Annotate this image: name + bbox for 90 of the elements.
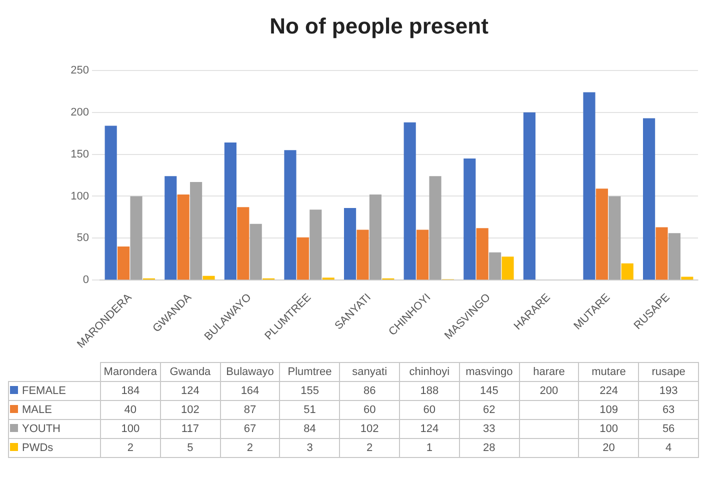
bar: [356, 230, 369, 280]
data-label: 3: [280, 438, 340, 458]
bar: [429, 176, 442, 280]
text: sanyati: [340, 362, 400, 382]
bar: [416, 230, 429, 280]
legend-label: MALE: [8, 400, 100, 420]
text: Gwanda: [160, 362, 220, 382]
legend-label: FEMALE: [8, 382, 100, 400]
bar: [190, 182, 202, 280]
data-label: 67: [220, 420, 280, 438]
bar: [583, 92, 596, 280]
data-label: 2: [220, 438, 280, 458]
text: chinhoyi: [399, 362, 460, 382]
y-tick-label: 0: [82, 274, 89, 286]
bar: [668, 233, 680, 280]
bar: [284, 150, 296, 280]
bar: [643, 118, 656, 280]
data-label: 28: [459, 438, 520, 458]
bar: [476, 228, 488, 280]
data-label: 62: [459, 400, 520, 420]
bar: [310, 210, 322, 280]
data-label: 33: [459, 420, 520, 438]
bar: [621, 263, 634, 280]
chart-title: No of people present: [270, 13, 490, 38]
bar: [404, 122, 416, 280]
data-label: 109: [578, 400, 639, 420]
bar: [608, 196, 621, 280]
data-label: 2: [100, 438, 160, 458]
text: rusape: [638, 362, 698, 382]
y-tick-label: 50: [76, 232, 89, 244]
data-label: 60: [399, 400, 460, 420]
bar: [118, 246, 130, 280]
text: Marondera: [100, 362, 160, 382]
data-label: 51: [280, 400, 340, 420]
legend-label: YOUTH: [8, 420, 100, 438]
legend-label: PWDs: [8, 438, 100, 458]
data-label: 117: [160, 420, 220, 438]
data-label: 145: [459, 382, 520, 400]
text: mutare: [578, 362, 639, 382]
data-label: 86: [340, 382, 400, 400]
data-label: 87: [220, 400, 280, 420]
data-label: 84: [280, 420, 340, 438]
y-tick-label: 100: [70, 190, 89, 202]
bar: [104, 126, 117, 280]
data-label: 124: [160, 382, 220, 400]
data-label: 155: [280, 382, 340, 400]
bar: [237, 207, 250, 280]
bar: [164, 176, 177, 280]
y-tick-label: 150: [70, 148, 89, 160]
bar: [656, 227, 668, 280]
bar: [250, 224, 262, 280]
text: Plumtree: [280, 362, 340, 382]
data-label: 60: [340, 400, 400, 420]
bar: [596, 188, 608, 280]
bar: [224, 142, 236, 280]
data-label: 20: [578, 438, 639, 458]
data-label: 100: [578, 420, 639, 438]
data-label: 193: [638, 382, 698, 400]
bar: [502, 256, 514, 280]
data-label: 124: [399, 420, 460, 438]
data-label: 5: [160, 438, 220, 458]
data-label: 56: [638, 420, 698, 438]
data-label: 40: [100, 400, 160, 420]
data-label: 63: [638, 400, 698, 420]
bar: [130, 196, 142, 280]
data-label: 164: [220, 382, 280, 400]
bar: [681, 276, 694, 280]
data-label: 4: [638, 438, 698, 458]
data-label: 188: [399, 382, 460, 400]
y-tick-label: 250: [70, 64, 89, 76]
data-label: 200: [519, 382, 579, 400]
y-tick-label: 200: [70, 106, 89, 118]
bar: [523, 112, 536, 280]
data-label: 184: [100, 382, 160, 400]
data-label: 224: [578, 382, 639, 400]
bar: [202, 276, 215, 280]
text: Bulawayo: [220, 362, 280, 382]
bar: [369, 194, 382, 280]
data-label: 102: [340, 420, 400, 438]
text: harare: [519, 362, 579, 382]
text: masvingo: [459, 362, 520, 382]
data-label: 1: [399, 438, 460, 458]
data-label: 2: [340, 438, 400, 458]
bar: [296, 237, 309, 280]
data-label: 100: [100, 420, 160, 438]
bar: [489, 252, 502, 280]
bar: [464, 158, 476, 280]
bar: [344, 208, 356, 280]
bar: [177, 194, 190, 280]
data-label: 102: [160, 400, 220, 420]
